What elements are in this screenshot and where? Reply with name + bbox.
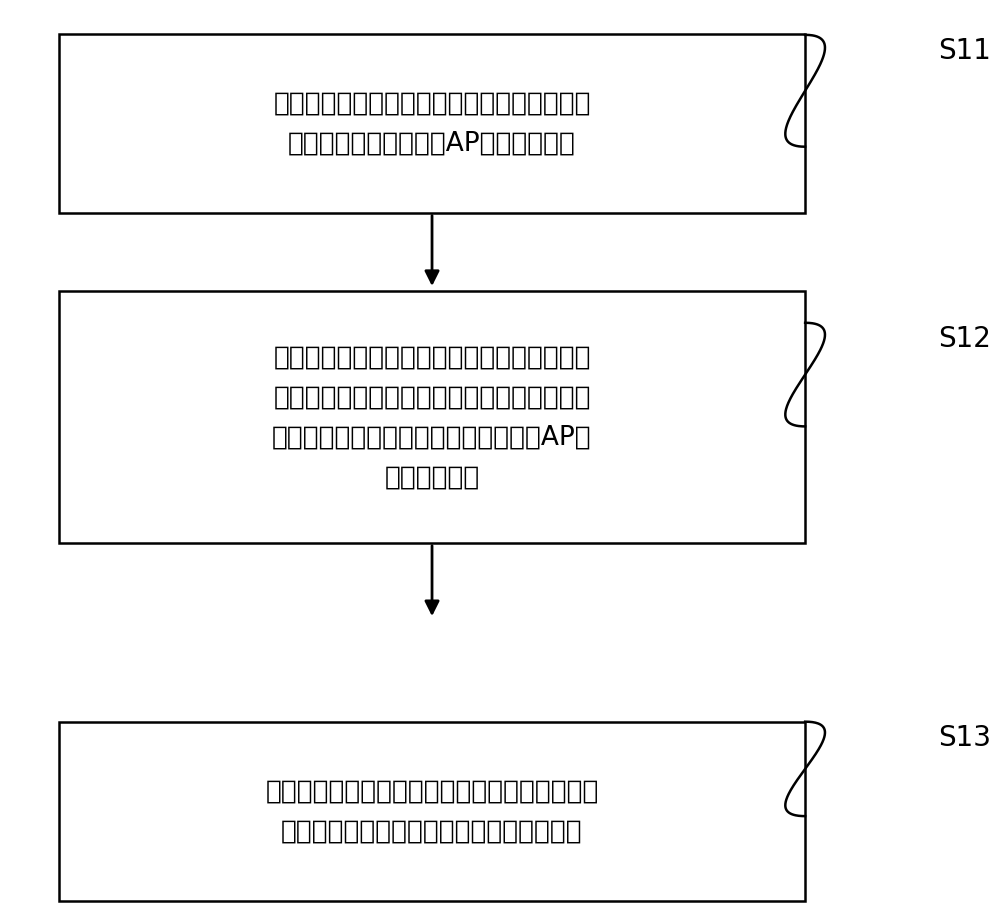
Bar bbox=[59, 35, 805, 214]
Text: 响应于无线客户端在第一频段的信号强度满足
触发条件，确定无线客户端在第二频段的信号
强度，第二频段为无线客户端能够关联AP但
未使用的频段: 响应于无线客户端在第一频段的信号强度满足 触发条件，确定无线客户端在第二频段的信… bbox=[272, 344, 592, 491]
Text: S13: S13 bbox=[938, 724, 991, 752]
Text: 获取无线客户端在第一频段的信号强度，第一
频段为无线客户端关联AP时使用的频段: 获取无线客户端在第一频段的信号强度，第一 频段为无线客户端关联AP时使用的频段 bbox=[273, 91, 591, 157]
Text: 响应于无线客户端在第二频段的信号强度满足信
号强度阈值，将无线客户端切换至第二频段: 响应于无线客户端在第二频段的信号强度满足信 号强度阈值，将无线客户端切换至第二频… bbox=[265, 779, 599, 845]
Text: S12: S12 bbox=[938, 326, 991, 353]
Bar bbox=[59, 292, 805, 543]
Text: S11: S11 bbox=[938, 38, 991, 65]
Bar bbox=[59, 723, 805, 900]
